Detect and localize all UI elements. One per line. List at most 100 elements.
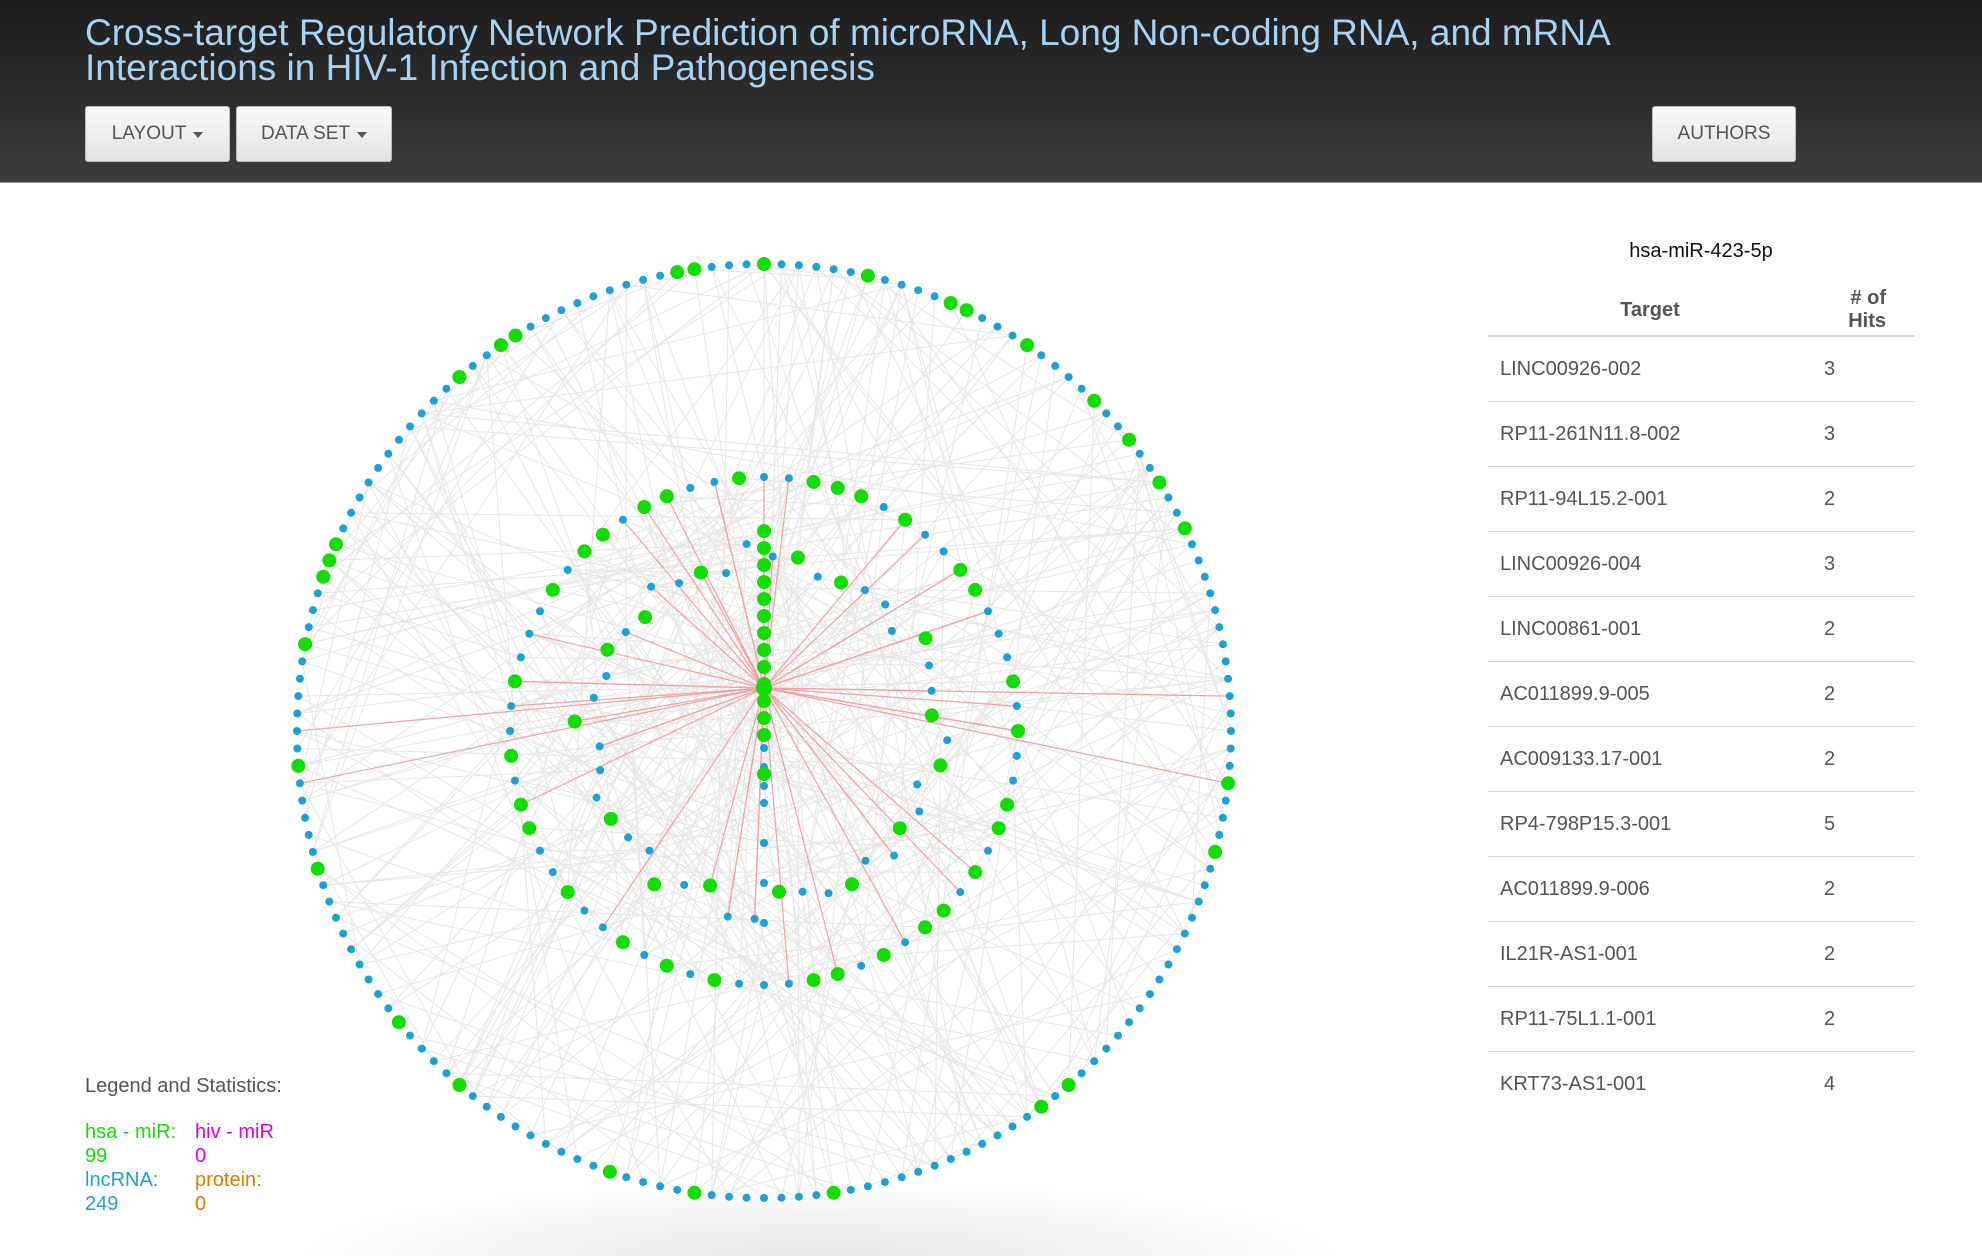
mirna-node[interactable] xyxy=(757,541,771,555)
lncrna-node[interactable] xyxy=(624,833,633,842)
mirna-node[interactable] xyxy=(845,877,859,892)
lncrna-node[interactable] xyxy=(956,888,965,897)
mirna-node[interactable] xyxy=(316,569,331,584)
lncrna-node[interactable] xyxy=(293,744,302,753)
lncrna-node[interactable] xyxy=(394,435,403,444)
lncrna-node[interactable] xyxy=(939,547,948,556)
authors-button[interactable]: AUTHORS xyxy=(1652,106,1796,162)
lncrna-node[interactable] xyxy=(768,552,777,561)
lncrna-node[interactable] xyxy=(978,314,987,323)
lncrna-node[interactable] xyxy=(1206,864,1215,873)
mirna-node[interactable] xyxy=(1020,338,1035,353)
lncrna-node[interactable] xyxy=(645,846,654,855)
mirna-node[interactable] xyxy=(757,592,771,606)
lncrna-node[interactable] xyxy=(1145,463,1154,472)
lncrna-node[interactable] xyxy=(1188,913,1196,922)
lncrna-node[interactable] xyxy=(725,261,734,270)
mirna-node[interactable] xyxy=(545,582,560,597)
lncrna-node[interactable] xyxy=(760,782,768,790)
lncrna-node[interactable] xyxy=(881,600,890,609)
lncrna-node[interactable] xyxy=(339,929,348,938)
lncrna-node[interactable] xyxy=(760,744,768,752)
mirna-node[interactable] xyxy=(772,884,786,899)
mirna-node[interactable] xyxy=(834,575,848,590)
lncrna-node[interactable] xyxy=(1225,692,1234,701)
lncrna-node[interactable] xyxy=(1226,744,1235,753)
lncrna-node[interactable] xyxy=(364,975,373,984)
table-row[interactable]: AC009133.17-001 2 xyxy=(1488,726,1914,792)
lncrna-node[interactable] xyxy=(526,322,535,331)
selected-mirna-node[interactable] xyxy=(756,680,772,696)
mirna-node[interactable] xyxy=(602,1164,617,1179)
lncrna-node[interactable] xyxy=(994,629,1003,638)
lncrna-node[interactable] xyxy=(325,897,334,906)
mirna-node[interactable] xyxy=(968,582,983,597)
mirna-node[interactable] xyxy=(1122,432,1137,447)
lncrna-node[interactable] xyxy=(482,351,491,360)
lncrna-node[interactable] xyxy=(596,766,605,775)
lncrna-node[interactable] xyxy=(707,1191,716,1200)
lncrna-node[interactable] xyxy=(1012,702,1021,711)
lncrna-node[interactable] xyxy=(794,1192,803,1201)
mirna-node[interactable] xyxy=(452,370,467,384)
mirna-node[interactable] xyxy=(876,948,891,962)
mirna-node[interactable] xyxy=(659,958,674,973)
lncrna-node[interactable] xyxy=(993,322,1002,331)
lncrna-node[interactable] xyxy=(1008,331,1017,340)
table-row[interactable]: LINC00926-004 3 xyxy=(1488,531,1914,597)
lncrna-node[interactable] xyxy=(735,979,744,988)
mirna-node[interactable] xyxy=(933,758,948,773)
mirna-node[interactable] xyxy=(329,537,343,552)
lncrna-node[interactable] xyxy=(1200,572,1209,581)
lncrna-node[interactable] xyxy=(742,1193,751,1202)
lncrna-node[interactable] xyxy=(897,1173,906,1182)
lncrna-node[interactable] xyxy=(374,990,383,999)
mirna-node[interactable] xyxy=(757,694,771,708)
lncrna-node[interactable] xyxy=(860,586,869,595)
mirna-node[interactable] xyxy=(830,967,845,982)
mirna-node[interactable] xyxy=(943,296,958,310)
table-row[interactable]: RP11-94L15.2-001 2 xyxy=(1488,466,1914,532)
mirna-node[interactable] xyxy=(757,643,771,657)
lncrna-node[interactable] xyxy=(879,503,888,511)
mirna-node[interactable] xyxy=(918,920,933,935)
lncrna-node[interactable] xyxy=(760,473,768,481)
lncrna-node[interactable] xyxy=(1206,589,1215,598)
lncrna-node[interactable] xyxy=(680,880,689,889)
mirna-node[interactable] xyxy=(1011,724,1025,738)
mirna-node[interactable] xyxy=(936,903,951,918)
lncrna-node[interactable] xyxy=(813,572,822,581)
mirna-node[interactable] xyxy=(659,489,674,504)
lncrna-node[interactable] xyxy=(760,1194,768,1202)
lncrna-node[interactable] xyxy=(1102,1044,1111,1053)
lncrna-node[interactable] xyxy=(640,951,649,959)
mirna-node[interactable] xyxy=(830,480,845,495)
lncrna-node[interactable] xyxy=(984,607,992,616)
lncrna-node[interactable] xyxy=(1135,1004,1144,1013)
mirna-node[interactable] xyxy=(991,821,1006,836)
lncrna-node[interactable] xyxy=(525,629,534,638)
mirna-node[interactable] xyxy=(826,1185,841,1200)
lncrna-node[interactable] xyxy=(723,912,732,921)
lncrna-node[interactable] xyxy=(595,742,604,751)
lncrna-node[interactable] xyxy=(1114,1031,1122,1040)
lncrna-node[interactable] xyxy=(526,1131,535,1140)
lncrna-node[interactable] xyxy=(511,1122,520,1131)
lncrna-node[interactable] xyxy=(468,361,477,370)
lncrna-node[interactable] xyxy=(861,856,870,865)
lncrna-node[interactable] xyxy=(1164,960,1173,969)
lncrna-node[interactable] xyxy=(1145,990,1154,999)
lncrna-node[interactable] xyxy=(1172,945,1181,954)
lncrna-node[interactable] xyxy=(605,286,614,295)
mirna-node[interactable] xyxy=(638,610,653,625)
lncrna-node[interactable] xyxy=(639,275,648,284)
lncrna-node[interactable] xyxy=(984,846,992,855)
lncrna-node[interactable] xyxy=(927,686,936,695)
lncrna-node[interactable] xyxy=(1215,623,1224,632)
lncrna-node[interactable] xyxy=(618,515,627,524)
lncrna-node[interactable] xyxy=(846,268,855,277)
lncrna-node[interactable] xyxy=(622,280,631,289)
lncrna-node[interactable] xyxy=(880,1178,889,1187)
mirna-node[interactable] xyxy=(1006,674,1021,689)
mirna-node[interactable] xyxy=(298,637,313,652)
